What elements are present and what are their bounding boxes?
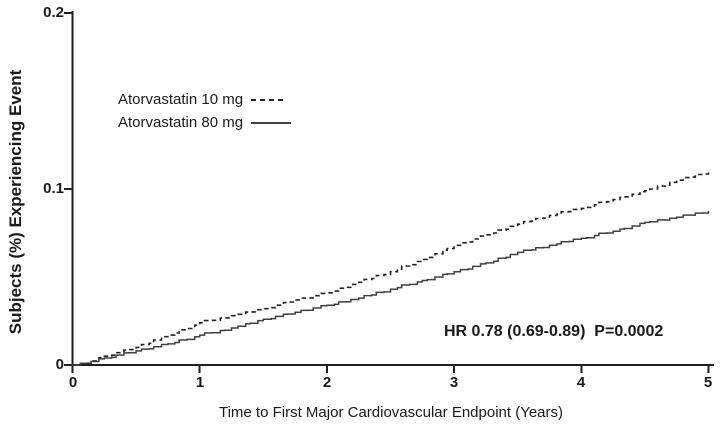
series-curve-atorvastatin-10mg xyxy=(72,171,710,366)
x-tick-label-3: 3 xyxy=(449,374,459,391)
legend: Atorvastatin 10 mg Atorvastatin 80 mg xyxy=(118,90,292,136)
x-axis-title: Time to First Major Cardiovascular Endpo… xyxy=(218,404,563,421)
y-axis-title: Subjects (%) Experiencing Event xyxy=(6,69,25,335)
x-tick-label-5: 5 xyxy=(703,374,713,391)
legend-item-atorvastatin-80mg: Atorvastatin 80 mg xyxy=(118,113,292,133)
y-tick-label-0-1: 0.1 xyxy=(43,180,64,197)
x-tick-label-2: 2 xyxy=(322,374,332,391)
legend-label-10mg: Atorvastatin 10 mg xyxy=(118,91,244,108)
legend-item-atorvastatin-10mg: Atorvastatin 10 mg xyxy=(118,90,291,110)
series-curve-atorvastatin-80mg xyxy=(72,211,710,366)
solid-line-sample xyxy=(251,122,292,124)
x-tick-label-1: 1 xyxy=(195,374,205,391)
x-tick-label-4: 4 xyxy=(576,374,586,391)
x-tick-label-0: 0 xyxy=(68,374,78,391)
hazard-ratio-annotation: HR 0.78 (0.69-0.89) P=0.0002 xyxy=(444,323,664,340)
y-tick-label-0-2: 0.2 xyxy=(43,4,64,21)
y-tick-label-0: 0 xyxy=(55,356,64,373)
legend-label-80mg: Atorvastatin 80 mg xyxy=(118,114,244,131)
dashed-line-sample xyxy=(251,99,285,101)
